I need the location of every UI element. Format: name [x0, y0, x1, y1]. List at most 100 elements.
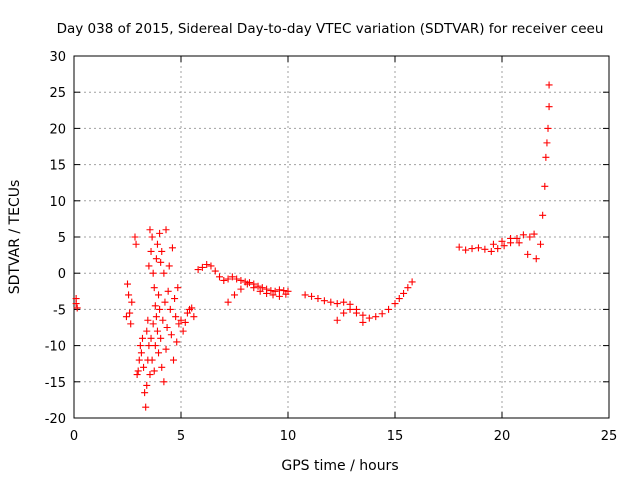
data-point — [145, 342, 153, 350]
data-point — [216, 273, 224, 281]
data-point — [148, 356, 156, 364]
data-point — [541, 182, 549, 190]
x-axis-label: GPS time / hours — [281, 458, 398, 474]
data-point — [224, 298, 232, 306]
data-point — [140, 363, 148, 371]
data-point — [519, 231, 527, 239]
data-point — [524, 250, 532, 258]
data-point — [161, 298, 169, 306]
data-point — [203, 261, 211, 269]
data-point — [275, 292, 283, 300]
data-point — [194, 266, 202, 274]
y-tick-label: 25 — [49, 86, 66, 101]
data-point — [162, 345, 170, 353]
data-point — [237, 285, 245, 293]
x-tick-label: 25 — [601, 429, 618, 444]
data-point — [340, 309, 348, 317]
x-tick-label: 0 — [70, 429, 78, 444]
data-point — [256, 287, 264, 295]
data-point — [146, 226, 154, 234]
data-point — [158, 247, 166, 255]
data-point — [301, 291, 309, 299]
data-point — [543, 139, 551, 147]
data-point — [207, 262, 215, 270]
data-point — [144, 316, 152, 324]
data-point — [327, 298, 335, 306]
data-point — [137, 349, 145, 357]
data-point — [153, 327, 161, 335]
data-point — [136, 342, 144, 350]
data-point — [224, 275, 232, 283]
data-point — [481, 245, 489, 253]
data-point — [250, 284, 258, 292]
data-point — [145, 262, 153, 270]
data-point — [151, 302, 159, 310]
data-point — [498, 237, 506, 245]
data-point — [365, 314, 373, 322]
data-point — [152, 313, 160, 321]
y-tick-label: 5 — [58, 231, 66, 246]
data-point — [143, 327, 151, 335]
data-point — [340, 298, 348, 306]
data-point — [539, 211, 547, 219]
data-point — [156, 229, 164, 237]
data-point — [152, 255, 160, 263]
data-point — [211, 267, 219, 275]
data-point — [513, 234, 521, 242]
data-point — [352, 309, 360, 317]
y-tick-label: 0 — [58, 267, 66, 282]
y-tick-label: 20 — [49, 122, 66, 137]
data-point — [133, 371, 141, 379]
data-point — [487, 247, 495, 255]
data-point — [155, 349, 163, 357]
data-point — [532, 255, 540, 263]
data-point — [378, 310, 386, 318]
data-point — [282, 290, 290, 298]
data-point — [149, 269, 157, 277]
data-point — [243, 280, 251, 288]
data-point — [134, 367, 142, 375]
data-point — [128, 298, 136, 306]
data-point — [125, 291, 133, 299]
data-points — [72, 81, 553, 411]
data-point — [333, 300, 341, 308]
data-point — [372, 313, 380, 321]
x-tick-label: 20 — [494, 429, 511, 444]
data-point — [147, 247, 155, 255]
x-tick-label: 5 — [177, 429, 185, 444]
data-point — [359, 318, 367, 326]
data-point — [172, 313, 180, 321]
data-point — [141, 389, 149, 397]
data-point — [155, 291, 163, 299]
chart-title: Day 038 of 2015, Sidereal Day-to-day VTE… — [57, 21, 604, 37]
data-point — [545, 81, 553, 89]
data-point — [131, 233, 139, 241]
data-point — [515, 239, 523, 247]
data-point — [166, 305, 174, 313]
data-point — [164, 287, 172, 295]
data-point — [151, 342, 159, 350]
data-point — [160, 378, 168, 386]
data-point — [124, 280, 131, 288]
data-point — [269, 291, 277, 299]
data-point — [404, 284, 412, 292]
data-point — [333, 316, 341, 324]
data-point — [462, 246, 470, 254]
data-point — [507, 234, 515, 242]
data-point — [158, 363, 166, 371]
data-point — [228, 273, 236, 281]
data-point — [474, 244, 482, 252]
data-point — [237, 276, 245, 284]
data-point — [177, 316, 185, 324]
y-tick-label: 30 — [49, 50, 66, 65]
data-point — [162, 226, 170, 234]
data-point — [122, 313, 130, 321]
data-point — [544, 124, 552, 132]
data-point — [73, 304, 81, 312]
data-point — [175, 320, 183, 328]
data-point — [179, 327, 187, 335]
data-point — [153, 240, 161, 248]
x-tick-label: 10 — [280, 429, 297, 444]
data-point — [126, 309, 134, 317]
data-point — [174, 284, 182, 292]
